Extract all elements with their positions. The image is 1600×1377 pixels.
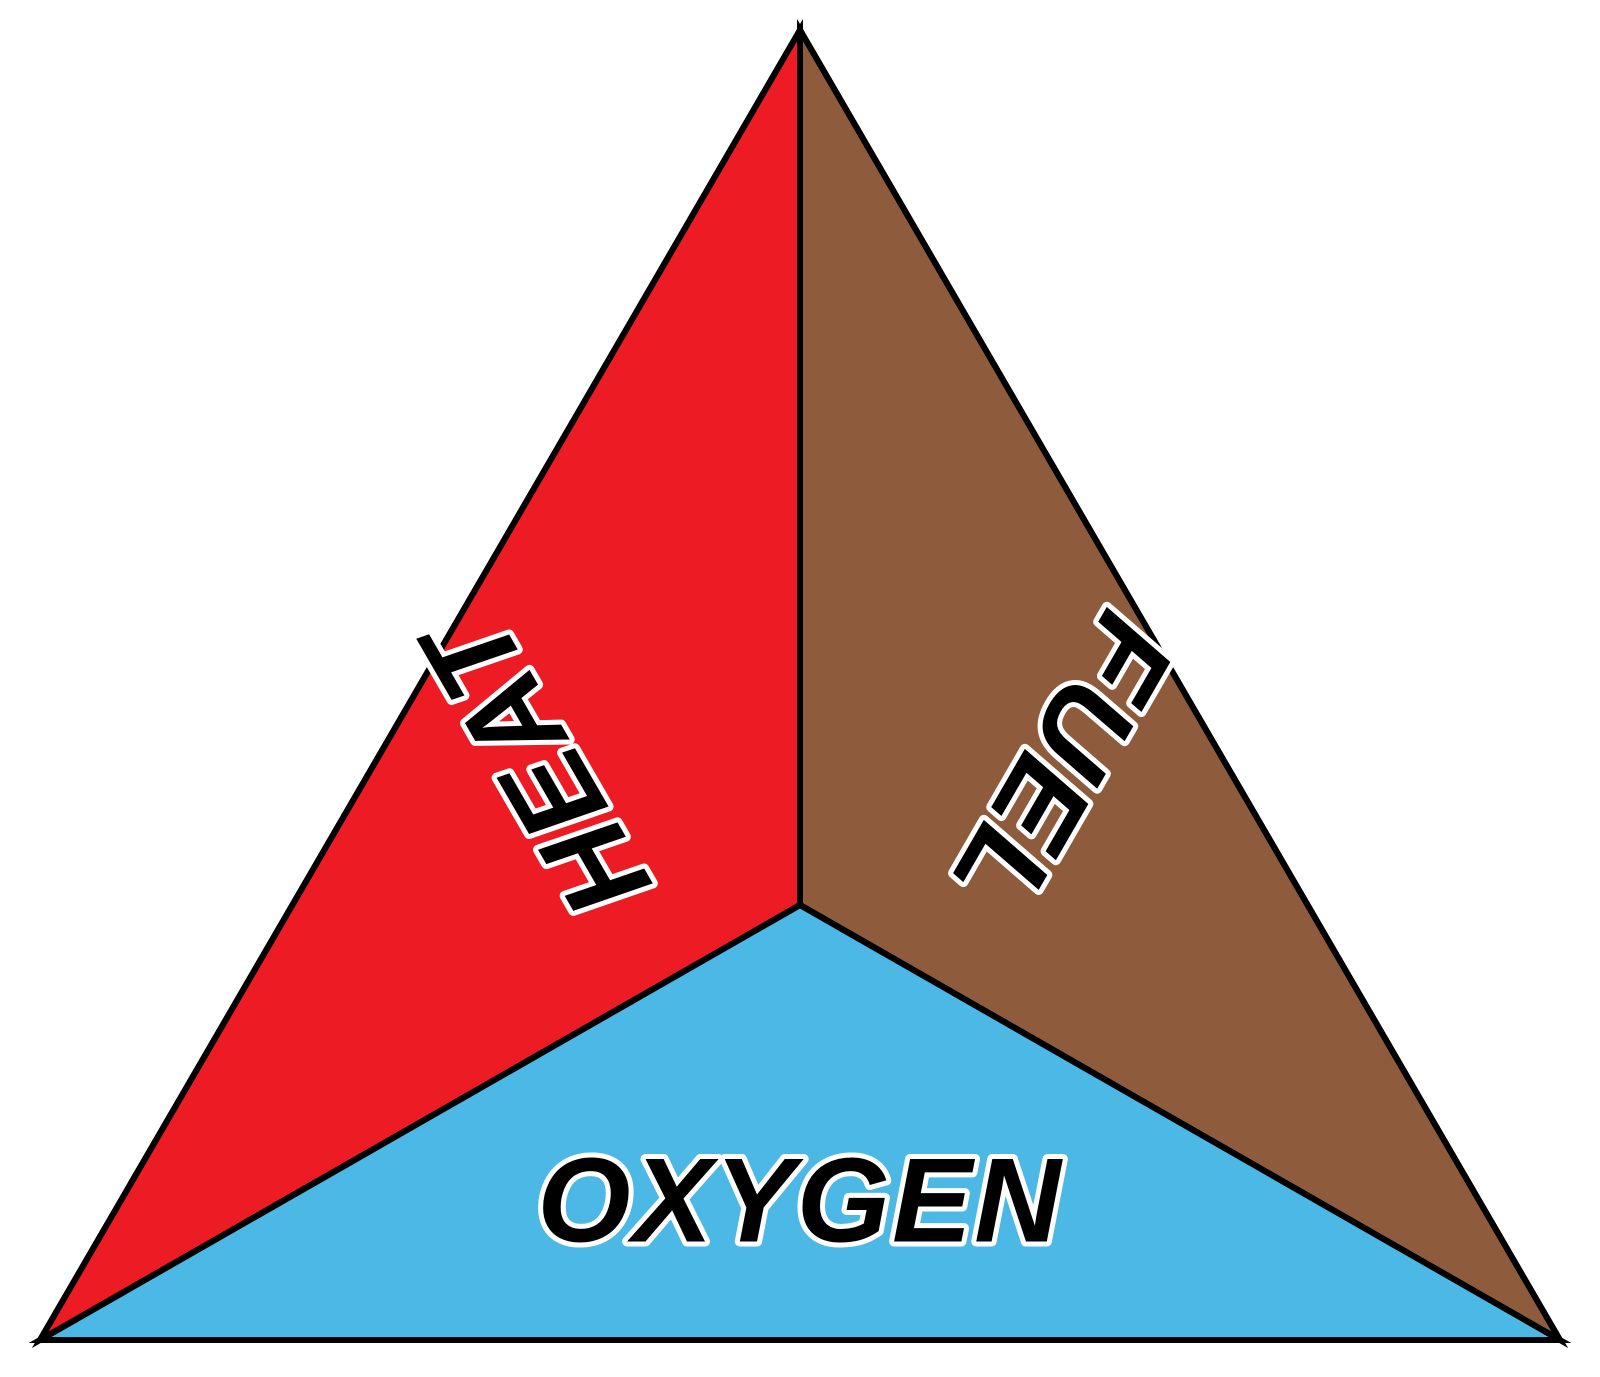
triangle-svg: HEATHEATFUELFUELOXYGENOXYGEN	[0, 0, 1600, 1377]
label-oxygen: OXYGENOXYGEN	[537, 1134, 1063, 1268]
label-text-oxygen: OXYGEN	[537, 1134, 1063, 1268]
fire-triangle-diagram: HEATHEATFUELFUELOXYGENOXYGEN	[0, 0, 1600, 1377]
